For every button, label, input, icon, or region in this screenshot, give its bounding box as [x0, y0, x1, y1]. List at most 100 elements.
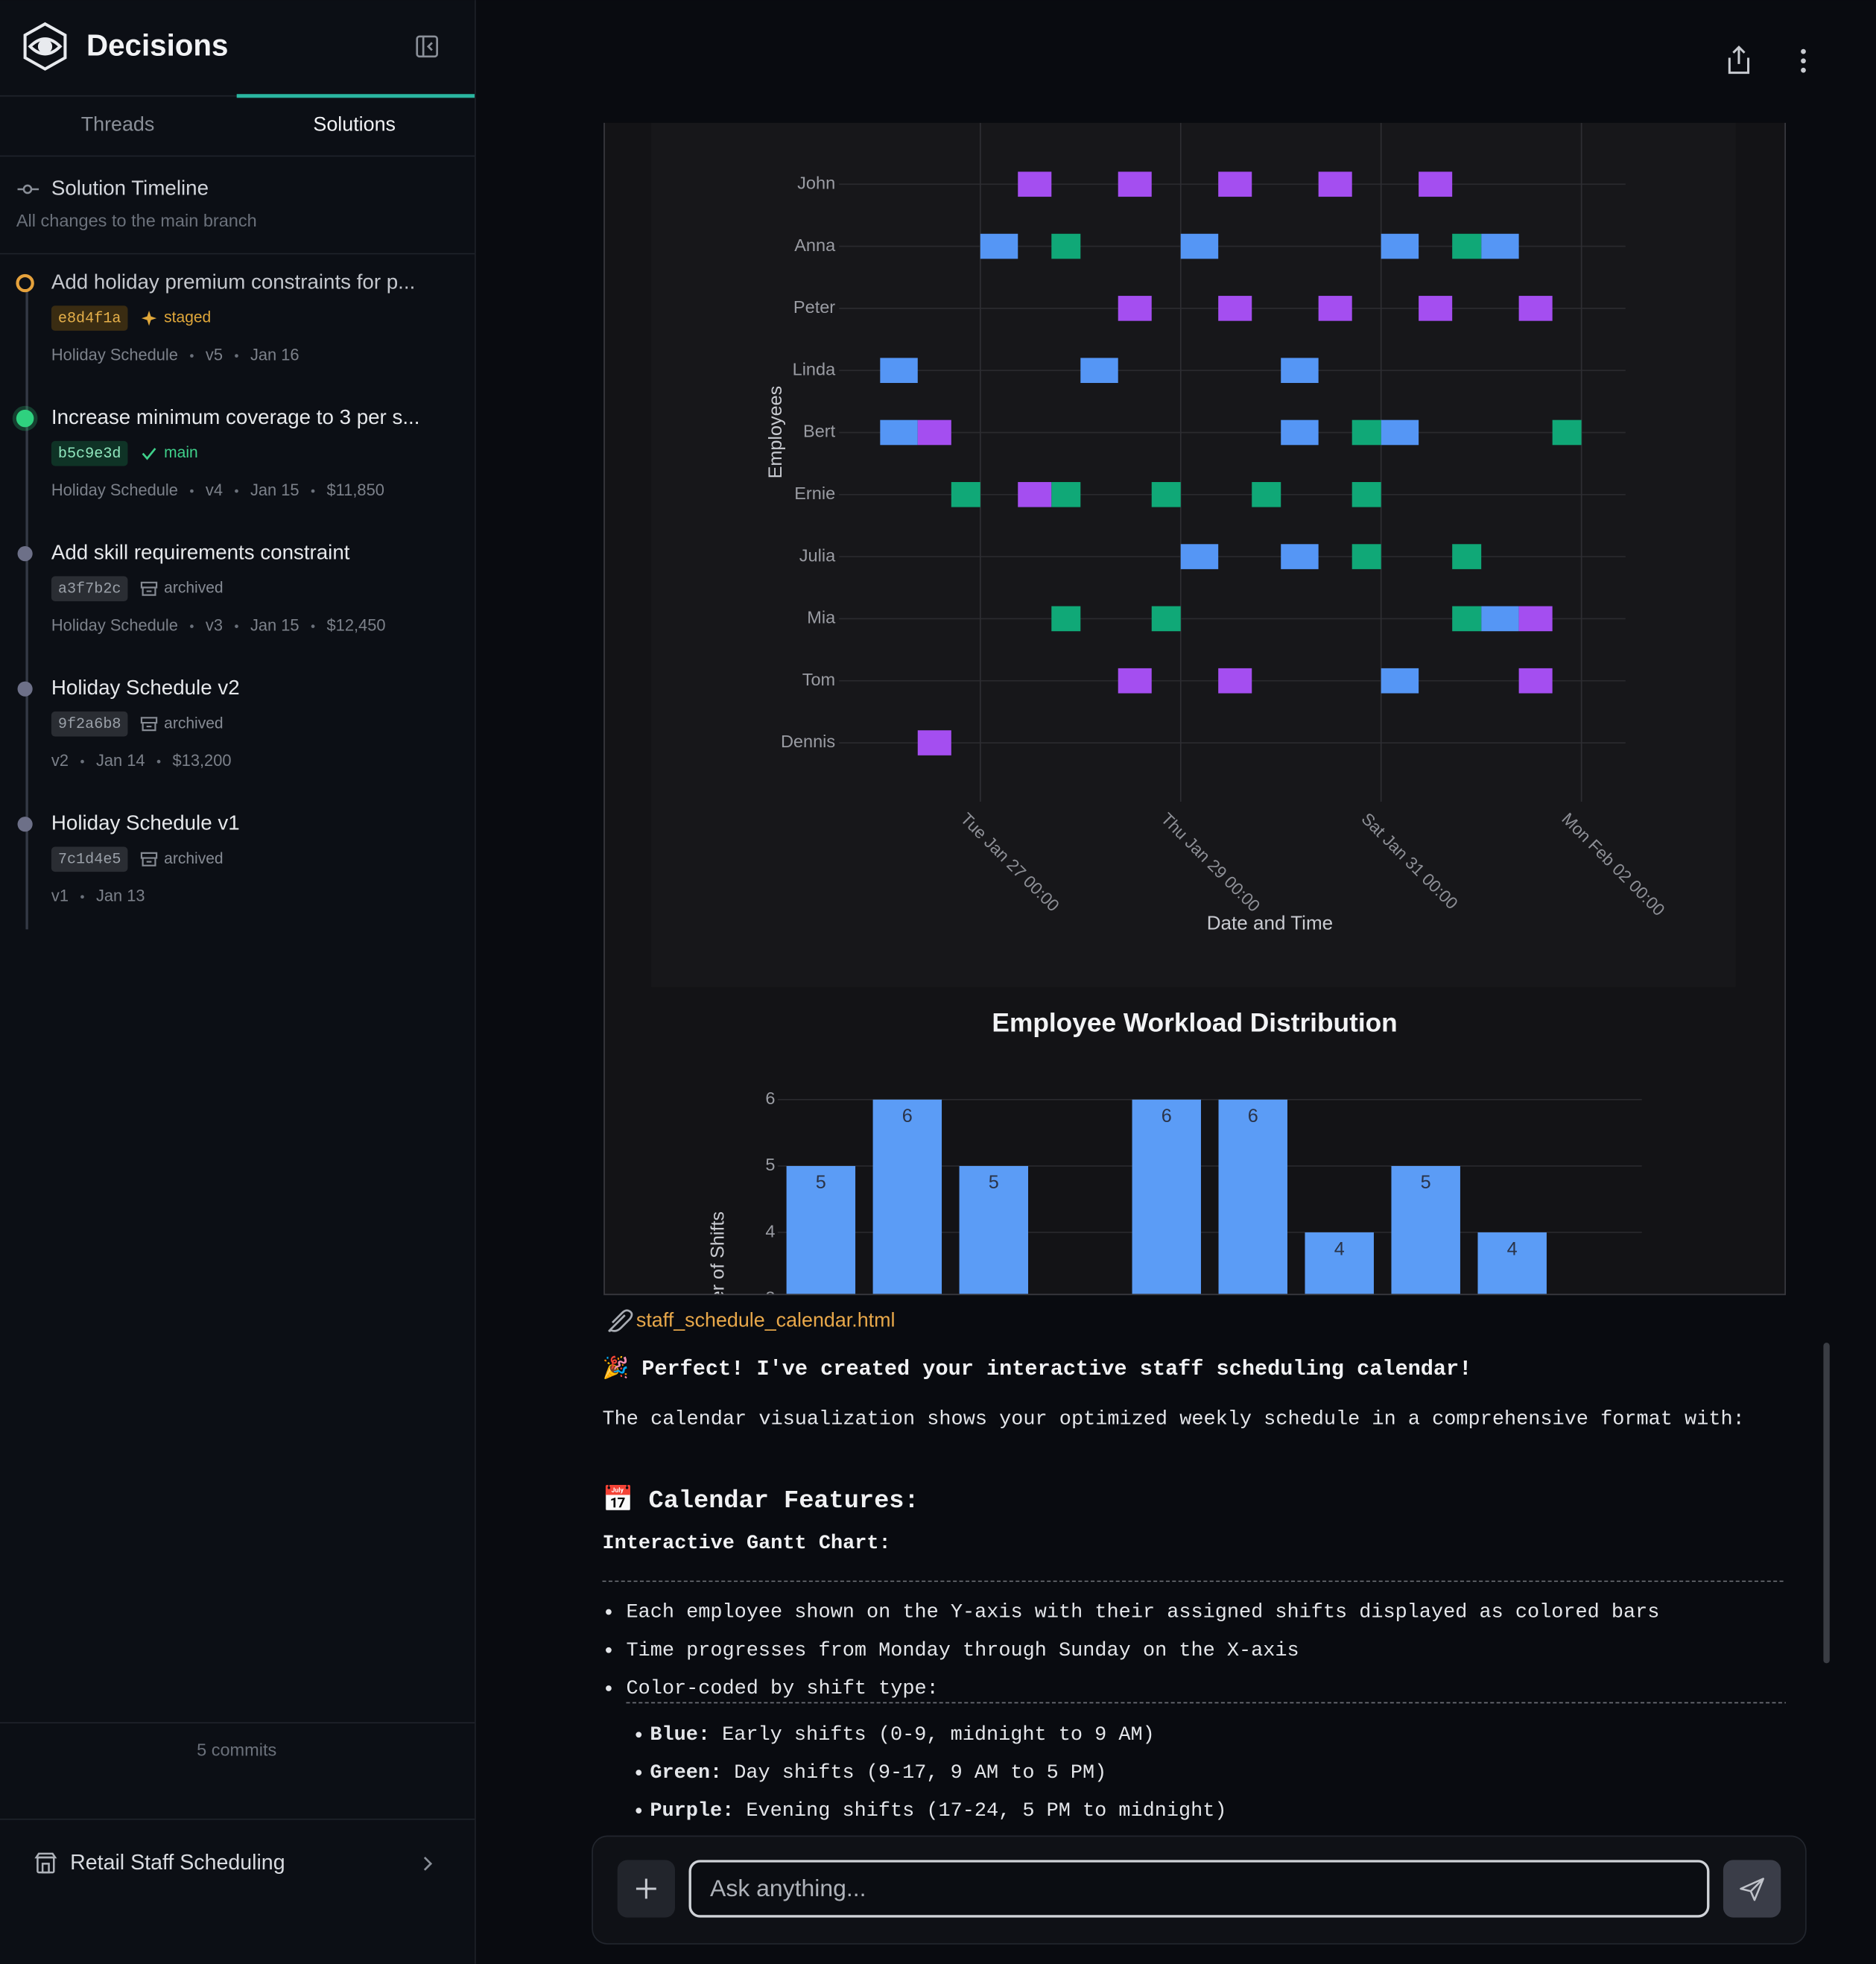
timeline-title: Solution Timeline	[51, 176, 209, 199]
meta-separator	[156, 759, 161, 764]
bullet	[636, 1770, 642, 1776]
meta-separator	[311, 624, 315, 628]
commit-title[interactable]: Increase minimum coverage to 3 per s...	[51, 405, 420, 428]
meta-separator	[190, 489, 194, 493]
shift-bar	[1381, 419, 1419, 446]
bar	[872, 1099, 942, 1294]
shift-bar	[1452, 544, 1482, 569]
y-tick-label: Julia	[799, 545, 836, 565]
data-label: 5	[989, 1172, 999, 1193]
commit-hash: e8d4f1a	[58, 310, 121, 327]
commit-hash: 9f2a6b8	[58, 716, 121, 733]
commit-meta: v2	[51, 751, 69, 770]
commit-hash-badge	[51, 440, 128, 466]
commit-meta: Jan 15	[250, 615, 300, 634]
shift-bar	[1051, 481, 1081, 507]
shift-bar	[1118, 668, 1152, 694]
commit-title[interactable]: Holiday Schedule v2	[51, 676, 240, 699]
tab-active[interactable]: Solutions	[313, 113, 396, 135]
commit-status: archived	[164, 580, 223, 597]
shift-bar	[1180, 233, 1219, 259]
meta-separator	[235, 354, 238, 358]
message-intro: 🎉 Perfect! I've created your interactive…	[603, 1355, 1472, 1381]
y-tick-label: Peter	[793, 297, 835, 317]
shift-bar	[1118, 296, 1152, 321]
commit-dot	[17, 817, 33, 832]
commit-meta: v1	[51, 886, 69, 905]
shift-bar	[1218, 171, 1252, 197]
y-tick-label: Anna	[794, 235, 836, 255]
share-button[interactable]	[1728, 45, 1750, 75]
message-lists: Each employee shown on the Y-axis with t…	[606, 1602, 1659, 1822]
x-axis-title: Date and Time	[1207, 912, 1333, 934]
data-label: 6	[902, 1106, 913, 1127]
commit-meta: Jan 15	[250, 481, 300, 499]
bullet-text: Time progresses from Monday through Sund…	[626, 1640, 1299, 1662]
commit-meta: Holiday Schedule	[51, 481, 178, 499]
more-options-button[interactable]	[1801, 48, 1806, 73]
y-tick-label: 3	[765, 1287, 775, 1307]
shift-type-item: Green: Day shifts (9-17, 9 AM to 5 PM)	[650, 1762, 1106, 1784]
message-input[interactable]	[688, 1860, 1710, 1918]
data-label: 5	[816, 1172, 826, 1193]
shift-bar	[917, 730, 951, 755]
commit-title[interactable]: Holiday Schedule v1	[51, 811, 240, 834]
shift-bar	[1281, 358, 1319, 383]
status-icon	[141, 311, 157, 326]
bullet	[606, 1609, 612, 1615]
project-name[interactable]: Retail Staff Scheduling	[70, 1851, 285, 1875]
shift-bar	[1552, 419, 1582, 446]
y-tick-label: Mia	[807, 608, 836, 627]
meta-separator	[190, 354, 194, 358]
shift-bar	[880, 358, 918, 383]
shift-bar	[1180, 544, 1219, 569]
shift-type-item: Blue: Early shifts (0-9, midnight to 9 AM…	[650, 1724, 1154, 1746]
input-placeholder: Ask anything...	[710, 1875, 866, 1901]
shift-bar	[1318, 171, 1352, 197]
data-label: 4	[1507, 1238, 1518, 1259]
paperclip-icon	[608, 1309, 633, 1332]
scrollbar[interactable]	[1823, 1343, 1830, 1664]
shift-bar	[1080, 358, 1118, 383]
bullet	[606, 1685, 612, 1691]
shift-type-label: Purple:	[650, 1800, 734, 1822]
y-axis-title: Number of Shifts	[707, 1211, 728, 1352]
meta-separator	[235, 624, 238, 628]
timeline-icon	[17, 184, 39, 194]
shift-bar	[1518, 668, 1553, 694]
commit-title[interactable]: Add skill requirements constraint	[51, 540, 350, 563]
project-icon	[34, 1852, 57, 1874]
bar	[1391, 1165, 1460, 1294]
commit-hash-badge	[51, 711, 128, 737]
bar	[1305, 1232, 1374, 1294]
meta-separator	[190, 624, 194, 628]
shift-type-text: Early shifts (0-9, midnight to 9 AM)	[722, 1724, 1155, 1746]
y-tick-label: Ernie	[794, 484, 835, 503]
commit-title[interactable]: Add holiday premium constraints for p...	[51, 270, 415, 293]
shift-bar	[1381, 233, 1419, 259]
chart-title: Employee Workload Distribution	[992, 1008, 1397, 1037]
status-icon	[140, 581, 158, 596]
bullet-text: Each employee shown on the Y-axis with t…	[626, 1602, 1659, 1624]
commit-dot	[16, 409, 34, 428]
shift-type-text: Evening shifts (17-24, 5 PM to midnight)	[746, 1800, 1226, 1822]
commit-dot	[17, 546, 33, 562]
app-title: Decisions	[86, 28, 229, 63]
chevron-right[interactable]	[423, 1857, 433, 1871]
shift-bar	[951, 481, 980, 507]
y-tick-label: Bert	[803, 422, 836, 441]
shift-bar	[1151, 481, 1181, 507]
shift-bar	[1018, 171, 1052, 197]
y-tick-label: John	[797, 173, 835, 192]
meta-separator	[80, 759, 84, 764]
collapse-sidebar-button[interactable]	[416, 35, 438, 58]
bar	[959, 1165, 1029, 1294]
y-tick-label: 5	[765, 1155, 775, 1174]
bar	[1218, 1099, 1287, 1294]
attachment-link[interactable]: staff_schedule_calendar.html	[636, 1309, 896, 1331]
status-icon	[142, 448, 156, 460]
commit-status: archived	[164, 715, 223, 732]
tab[interactable]: Threads	[81, 113, 155, 135]
commit-status: archived	[164, 850, 223, 867]
